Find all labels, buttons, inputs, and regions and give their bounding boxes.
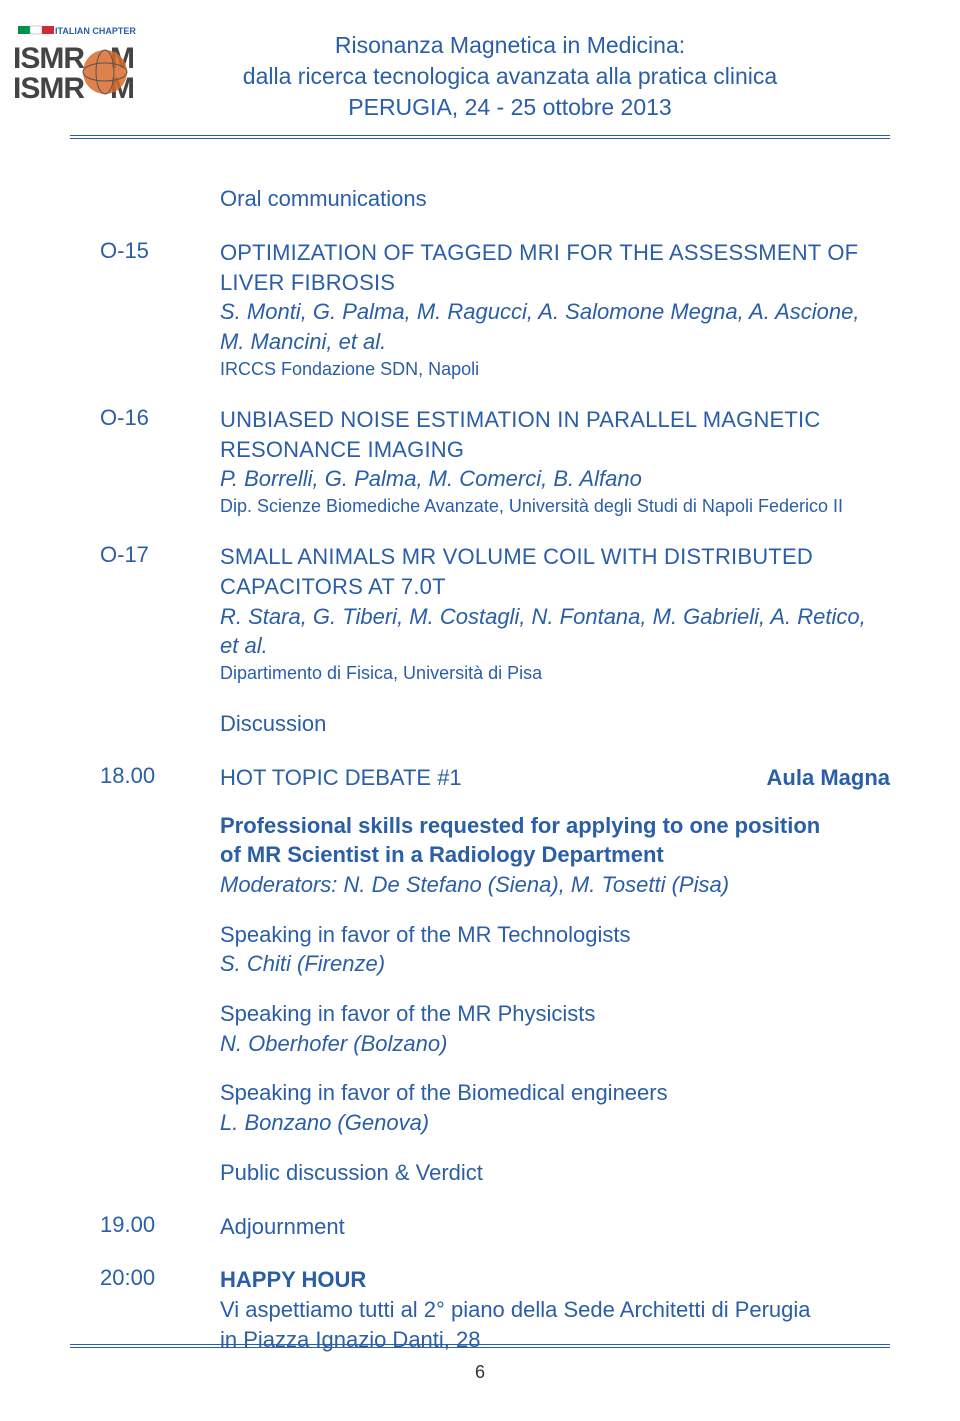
debate-block: Speaking in favor of the MR Technologist… (220, 920, 890, 979)
adjourn-row: 19.00 Adjournment (100, 1212, 890, 1242)
abstract-authors: R. Stara, G. Tiberi, M. Costagli, N. Fon… (220, 602, 890, 661)
header-line-3: PERUGIA, 24 - 25 ottobre 2013 (130, 92, 890, 123)
session-time: 18.00 (100, 763, 220, 1188)
abstract-affiliation: Dipartimento di Fisica, Università di Pi… (220, 661, 890, 685)
page-number: 6 (70, 1344, 890, 1383)
session-body: HOT TOPIC DEBATE #1 Aula Magna Professio… (220, 763, 890, 1188)
debate-block: Speaking in favor of the Biomedical engi… (220, 1078, 890, 1137)
debate-speaker: S. Chiti (Firenze) (220, 949, 890, 979)
session-location: Aula Magna (767, 763, 890, 793)
svg-text:ISMR: ISMR (13, 42, 85, 75)
verdict-line: Public discussion & Verdict (220, 1158, 890, 1188)
abstract-body: UNBIASED NOISE ESTIMATION IN PARALLEL MA… (220, 405, 890, 518)
abstract-row: O-17 SMALL ANIMALS MR VOLUME COIL WITH D… (100, 542, 890, 685)
debate-heading: Speaking in favor of the MR Physicists (220, 999, 890, 1029)
content-body: Oral communications O-15 OPTIMIZATION OF… (70, 184, 890, 1354)
abstract-affiliation: IRCCS Fondazione SDN, Napoli (220, 357, 890, 381)
svg-text:ISMR: ISMR (13, 72, 85, 105)
abstract-body: OPTIMIZATION OF TAGGED MRI FOR THE ASSES… (220, 238, 890, 381)
session-title: HOT TOPIC DEBATE #1 (220, 763, 462, 793)
adjourn-time: 19.00 (100, 1212, 220, 1242)
session-topic-line-1: Professional skills requested for applyi… (220, 811, 890, 841)
session-header-line: HOT TOPIC DEBATE #1 Aula Magna (220, 763, 890, 793)
session-row: 18.00 HOT TOPIC DEBATE #1 Aula Magna Pro… (100, 763, 890, 1188)
page: ITALIAN CHAPTER ISMR M ISMR M Risonanza … (0, 0, 960, 1421)
abstract-authors: P. Borrelli, G. Palma, M. Comerci, B. Al… (220, 464, 890, 494)
header-line-1: Risonanza Magnetica in Medicina: (130, 30, 890, 61)
svg-text:ITALIAN CHAPTER: ITALIAN CHAPTER (55, 26, 136, 36)
happy-hour-body: HAPPY HOUR Vi aspettiamo tutti al 2° pia… (220, 1265, 890, 1354)
abstract-title: UNBIASED NOISE ESTIMATION IN PARALLEL MA… (220, 405, 890, 464)
debate-speaker: N. Oberhofer (Bolzano) (220, 1029, 890, 1059)
abstract-code: O-16 (100, 405, 220, 518)
happy-hour-row: 20:00 HAPPY HOUR Vi aspettiamo tutti al … (100, 1265, 890, 1354)
abstract-row: O-15 OPTIMIZATION OF TAGGED MRI FOR THE … (100, 238, 890, 381)
ismrm-logo: ITALIAN CHAPTER ISMR M ISMR M (10, 20, 155, 115)
debate-block: Speaking in favor of the MR Physicists N… (220, 999, 890, 1058)
abstract-title: OPTIMIZATION OF TAGGED MRI FOR THE ASSES… (220, 238, 890, 297)
abstract-authors: S. Monti, G. Palma, M. Ragucci, A. Salom… (220, 297, 890, 356)
session-topic-line-2: of MR Scientist in a Radiology Departmen… (220, 840, 890, 870)
debate-heading: Speaking in favor of the Biomedical engi… (220, 1078, 890, 1108)
abstract-affiliation: Dip. Scienze Biomediche Avanzate, Univer… (220, 494, 890, 518)
discussion-row: Discussion (100, 709, 890, 739)
adjourn-label: Adjournment (220, 1212, 890, 1242)
header-title: Risonanza Magnetica in Medicina: dalla r… (70, 30, 890, 123)
section-label: Oral communications (220, 184, 890, 214)
header-line-2: dalla ricerca tecnologica avanzata alla … (130, 61, 890, 92)
page-footer: 6 (70, 1344, 890, 1383)
debate-heading: Speaking in favor of the MR Technologist… (220, 920, 890, 950)
abstract-code: O-17 (100, 542, 220, 685)
section-label-row: Oral communications (100, 184, 890, 214)
abstract-title: SMALL ANIMALS MR VOLUME COIL WITH DISTRI… (220, 542, 890, 601)
abstract-body: SMALL ANIMALS MR VOLUME COIL WITH DISTRI… (220, 542, 890, 685)
spacer (100, 709, 220, 739)
spacer (100, 184, 220, 214)
session-moderators: Moderators: N. De Stefano (Siena), M. To… (220, 870, 890, 900)
discussion-label: Discussion (220, 709, 890, 739)
happy-hour-time: 20:00 (100, 1265, 220, 1354)
abstract-row: O-16 UNBIASED NOISE ESTIMATION IN PARALL… (100, 405, 890, 518)
abstract-code: O-15 (100, 238, 220, 381)
page-header: ITALIAN CHAPTER ISMR M ISMR M Risonanza … (70, 30, 890, 139)
happy-hour-label: HAPPY HOUR (220, 1265, 890, 1295)
happy-hour-line-1: Vi aspettiamo tutti al 2° piano della Se… (220, 1295, 890, 1325)
debate-speaker: L. Bonzano (Genova) (220, 1108, 890, 1138)
